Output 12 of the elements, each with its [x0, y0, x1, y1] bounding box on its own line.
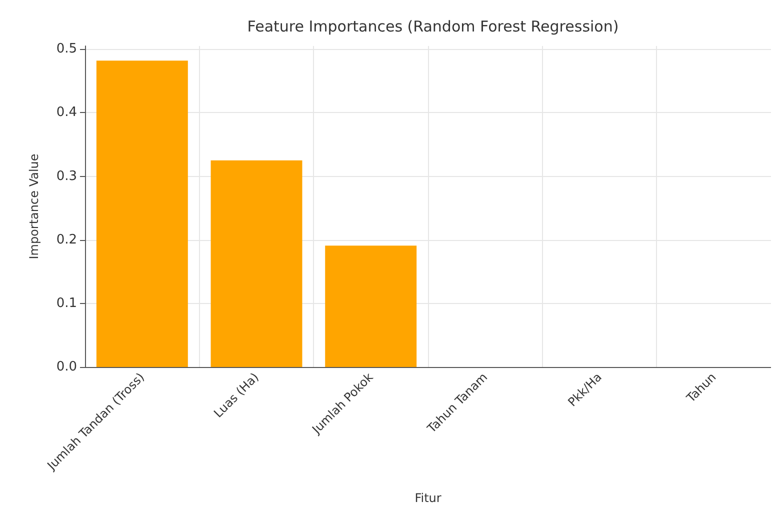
y-tick-label: 0.4 [56, 105, 77, 120]
bar [325, 246, 417, 367]
y-tick-label: 0.2 [56, 232, 77, 248]
bar [96, 60, 188, 367]
bar [210, 160, 302, 367]
y-tick-label: 0.5 [56, 42, 77, 57]
y-axis-title: Importance Value [27, 154, 41, 260]
y-tick-label: 0.3 [56, 168, 77, 184]
chart-title: Feature Importances (Random Forest Regression) [247, 18, 619, 36]
x-axis-title: Fitur [414, 491, 442, 505]
y-tick-label: 0.1 [56, 296, 77, 311]
y-tick-label: 0.0 [56, 360, 77, 374]
